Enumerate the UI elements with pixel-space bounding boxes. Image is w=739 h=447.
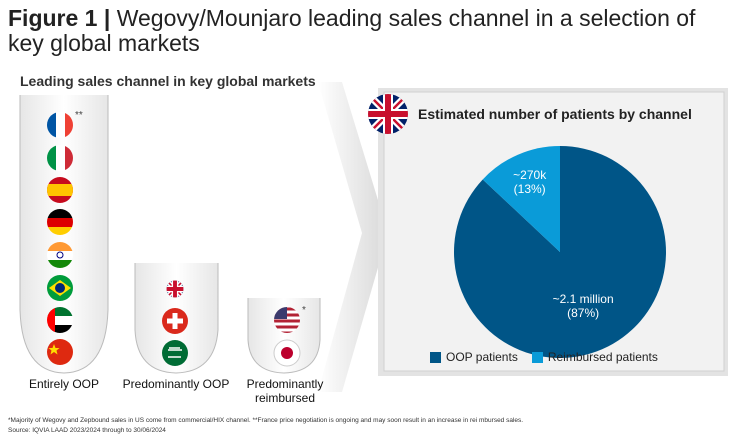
legend: OOP patients Reimbursed patients <box>430 350 658 364</box>
flag <box>47 307 73 333</box>
legend-item: OOP patients <box>430 350 518 364</box>
flag <box>47 112 73 138</box>
group-label: Predominantly reimbursed <box>246 377 324 405</box>
legend-item: Reimbursed patients <box>531 350 658 364</box>
flag <box>274 307 300 333</box>
cup <box>247 298 321 374</box>
subtitle: Leading sales channel in key global mark… <box>20 73 316 89</box>
footnote: Source: IQVIA LAAD 2023/2024 through to … <box>8 427 166 434</box>
pie <box>454 146 666 358</box>
value-label: ~2.1 million (87%) <box>552 291 614 320</box>
legend-label: OOP patients <box>446 350 518 364</box>
flag <box>274 340 300 366</box>
legend-swatch <box>430 351 441 363</box>
flag <box>47 145 73 171</box>
group-label: Predominantly OOP <box>122 377 230 391</box>
flag <box>47 242 73 268</box>
title-text: Wegovy/Mounjaro leading sales channel in… <box>8 5 696 56</box>
flag <box>162 340 188 366</box>
flag <box>47 209 73 235</box>
flag <box>162 308 188 334</box>
note-marker: ** <box>75 110 83 121</box>
note-marker: * <box>302 305 306 316</box>
value-label: ~270k (13%) <box>513 167 547 196</box>
title: Figure 1 | Wegovy/Mounjaro leading sales… <box>8 6 733 56</box>
figure-number: Figure 1 | <box>8 5 111 31</box>
flag-outline <box>273 339 301 367</box>
footnote: *Majority of Wegovy and Zepbound sales i… <box>8 417 524 424</box>
chevron <box>318 82 388 392</box>
chart-title: Estimated number of patients by channel <box>418 106 692 122</box>
group-label: Entirely OOP <box>28 377 100 391</box>
flag <box>368 94 408 134</box>
flag <box>47 339 73 365</box>
legend-label: Reimbursed patients <box>547 350 658 364</box>
legend-swatch <box>531 351 543 363</box>
pie-slice <box>482 146 560 252</box>
flag <box>47 275 73 301</box>
flag <box>47 177 73 203</box>
